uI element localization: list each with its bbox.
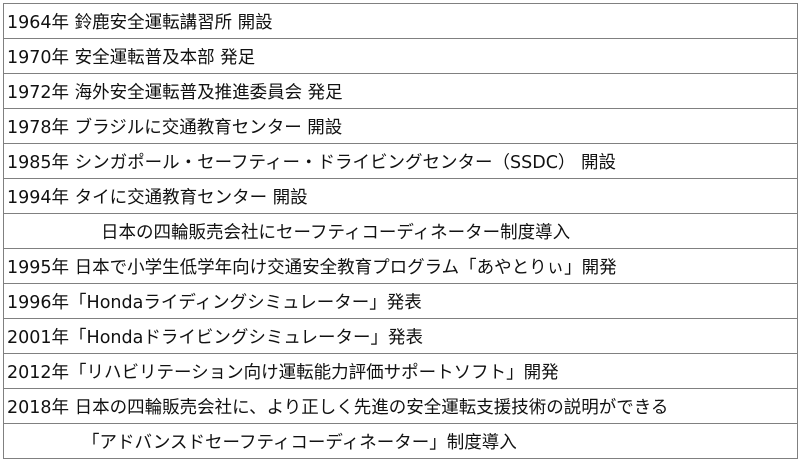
table-row-continuation: 「アドバンスドセーフティコーディネーター」制度導入: [4, 424, 797, 459]
table-row: 2012年「リハビリテーション向け運転能力評価サポートソフト」開発: [4, 354, 797, 389]
table-row: 1996年「Hondaライディングシミュレーター」発表: [4, 284, 797, 319]
table-row-continuation: 日本の四輪販売会社にセーフティコーディネーター制度導入: [4, 214, 797, 249]
table-row: 1972年 海外安全運転普及推進委員会 発足: [4, 74, 797, 109]
table-row: 1985年 シンガポール・セーフティー・ドライビングセンター（SSDC） 開設: [4, 144, 797, 179]
table-row: 1994年 タイに交通教育センター 開設: [4, 179, 797, 214]
table-row: 1978年 ブラジルに交通教育センター 開設: [4, 109, 797, 144]
table-row: 2018年 日本の四輪販売会社に、より正しく先進の安全運転支援技術の説明ができる: [4, 389, 797, 424]
table-row: 1995年 日本で小学生低学年向け交通安全教育プログラム「あやとりぃ」開発: [4, 249, 797, 284]
table-row: 1964年 鈴鹿安全運転講習所 開設: [4, 4, 797, 39]
table-row: 1970年 安全運転普及本部 発足: [4, 39, 797, 74]
history-table: 1964年 鈴鹿安全運転講習所 開設 1970年 安全運転普及本部 発足 197…: [3, 3, 798, 459]
table-row: 2001年「Hondaドライビングシミュレーター」発表: [4, 319, 797, 354]
